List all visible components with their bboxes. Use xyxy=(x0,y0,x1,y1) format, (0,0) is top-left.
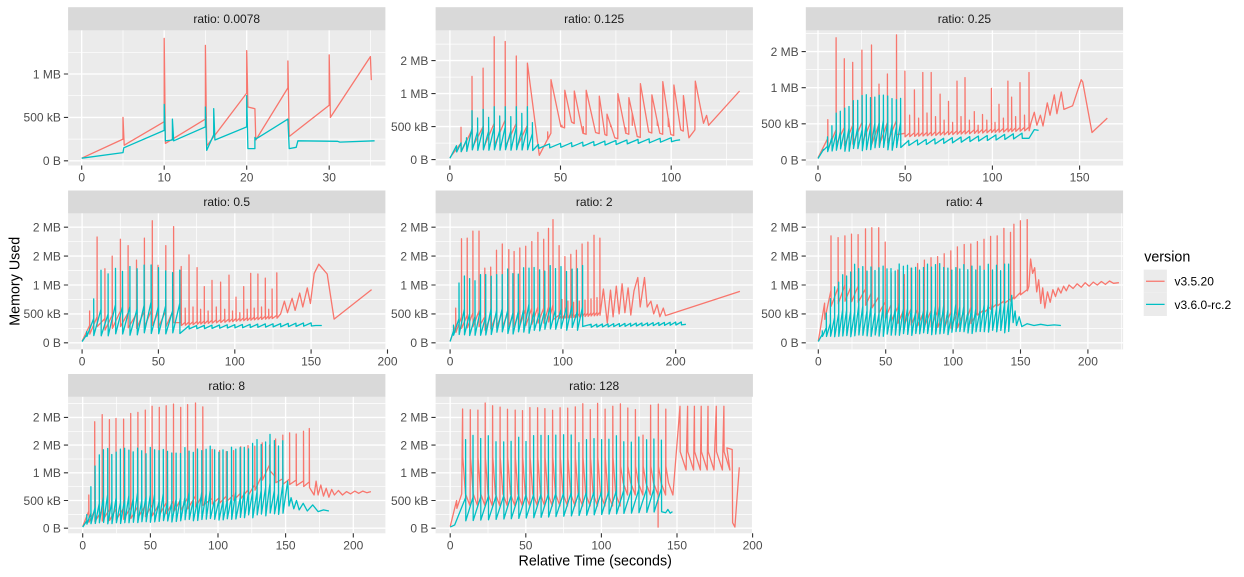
svg-text:50: 50 xyxy=(152,354,166,368)
svg-text:150: 150 xyxy=(1070,171,1090,185)
svg-text:2 MB: 2 MB xyxy=(33,221,61,235)
svg-text:10: 10 xyxy=(158,171,172,185)
svg-text:0: 0 xyxy=(78,171,85,185)
svg-text:Memory Used: Memory Used xyxy=(8,237,24,326)
svg-text:0 B: 0 B xyxy=(781,336,799,350)
svg-text:150: 150 xyxy=(667,538,687,552)
svg-text:v3.5.20: v3.5.20 xyxy=(1175,275,1215,289)
svg-text:200: 200 xyxy=(343,538,363,552)
svg-text:ratio: 2: ratio: 2 xyxy=(576,195,613,209)
svg-text:150: 150 xyxy=(301,354,321,368)
svg-text:30: 30 xyxy=(323,171,337,185)
svg-text:1 MB: 1 MB xyxy=(771,81,799,95)
svg-text:500 kB: 500 kB xyxy=(761,117,798,131)
svg-text:version: version xyxy=(1144,250,1190,266)
svg-text:500 kB: 500 kB xyxy=(391,120,428,134)
svg-text:50: 50 xyxy=(879,354,893,368)
svg-text:1 MB: 1 MB xyxy=(33,67,61,81)
svg-text:1 MB: 1 MB xyxy=(33,278,61,292)
svg-text:ratio: 8: ratio: 8 xyxy=(208,379,245,393)
svg-text:150: 150 xyxy=(276,538,296,552)
svg-text:20: 20 xyxy=(240,171,254,185)
svg-text:100: 100 xyxy=(553,354,573,368)
svg-text:500 kB: 500 kB xyxy=(24,494,61,508)
svg-text:1 MB: 1 MB xyxy=(400,278,428,292)
svg-text:2 MB: 2 MB xyxy=(400,54,428,68)
svg-text:ratio: 0.0078: ratio: 0.0078 xyxy=(193,12,260,26)
svg-text:v3.6.0-rc.2: v3.6.0-rc.2 xyxy=(1175,298,1232,312)
svg-text:50: 50 xyxy=(144,538,158,552)
svg-text:0: 0 xyxy=(815,171,822,185)
svg-text:200: 200 xyxy=(1078,354,1098,368)
svg-text:2 MB: 2 MB xyxy=(771,221,799,235)
svg-text:2 MB: 2 MB xyxy=(33,411,61,425)
svg-text:0 B: 0 B xyxy=(781,153,799,167)
svg-text:2 MB: 2 MB xyxy=(400,249,428,263)
svg-text:ratio: 0.25: ratio: 0.25 xyxy=(938,12,992,26)
svg-text:50: 50 xyxy=(554,171,568,185)
svg-text:1 MB: 1 MB xyxy=(771,278,799,292)
svg-text:ratio: 0.125: ratio: 0.125 xyxy=(564,12,624,26)
svg-text:1 MB: 1 MB xyxy=(33,466,61,480)
svg-text:2 MB: 2 MB xyxy=(400,438,428,452)
svg-text:500 kB: 500 kB xyxy=(761,307,798,321)
svg-text:0: 0 xyxy=(447,538,454,552)
svg-text:0: 0 xyxy=(815,354,822,368)
svg-text:Relative Time (seconds): Relative Time (seconds) xyxy=(519,554,672,570)
svg-text:500 kB: 500 kB xyxy=(24,307,61,321)
svg-text:2 MB: 2 MB xyxy=(33,438,61,452)
svg-text:0 B: 0 B xyxy=(410,336,428,350)
svg-text:0: 0 xyxy=(447,354,454,368)
svg-text:1 MB: 1 MB xyxy=(400,466,428,480)
svg-text:500 kB: 500 kB xyxy=(391,494,428,508)
svg-text:0 B: 0 B xyxy=(43,154,61,168)
svg-text:200: 200 xyxy=(377,354,397,368)
svg-text:50: 50 xyxy=(899,171,913,185)
svg-text:500 kB: 500 kB xyxy=(391,307,428,321)
svg-text:0: 0 xyxy=(79,538,86,552)
svg-text:100: 100 xyxy=(208,538,228,552)
svg-text:500 kB: 500 kB xyxy=(24,111,61,125)
svg-text:2 MB: 2 MB xyxy=(33,249,61,263)
svg-text:0: 0 xyxy=(79,354,86,368)
svg-text:0: 0 xyxy=(447,171,454,185)
svg-text:100: 100 xyxy=(591,538,611,552)
svg-text:150: 150 xyxy=(1010,354,1030,368)
svg-text:1 MB: 1 MB xyxy=(400,87,428,101)
svg-text:2 MB: 2 MB xyxy=(400,221,428,235)
svg-text:0 B: 0 B xyxy=(410,522,428,536)
svg-text:200: 200 xyxy=(743,538,763,552)
svg-text:0 B: 0 B xyxy=(43,336,61,350)
svg-text:ratio: 128: ratio: 128 xyxy=(569,379,619,393)
svg-text:2 MB: 2 MB xyxy=(771,249,799,263)
svg-text:100: 100 xyxy=(943,354,963,368)
svg-text:ratio: 4: ratio: 4 xyxy=(946,195,983,209)
svg-text:0 B: 0 B xyxy=(410,153,428,167)
svg-text:200: 200 xyxy=(666,354,686,368)
svg-text:2 MB: 2 MB xyxy=(771,45,799,59)
svg-text:ratio: 0.5: ratio: 0.5 xyxy=(203,195,250,209)
svg-text:100: 100 xyxy=(661,171,681,185)
svg-text:50: 50 xyxy=(519,538,533,552)
svg-text:100: 100 xyxy=(225,354,245,368)
svg-text:100: 100 xyxy=(982,171,1002,185)
svg-text:2 MB: 2 MB xyxy=(400,411,428,425)
svg-text:0 B: 0 B xyxy=(43,522,61,536)
